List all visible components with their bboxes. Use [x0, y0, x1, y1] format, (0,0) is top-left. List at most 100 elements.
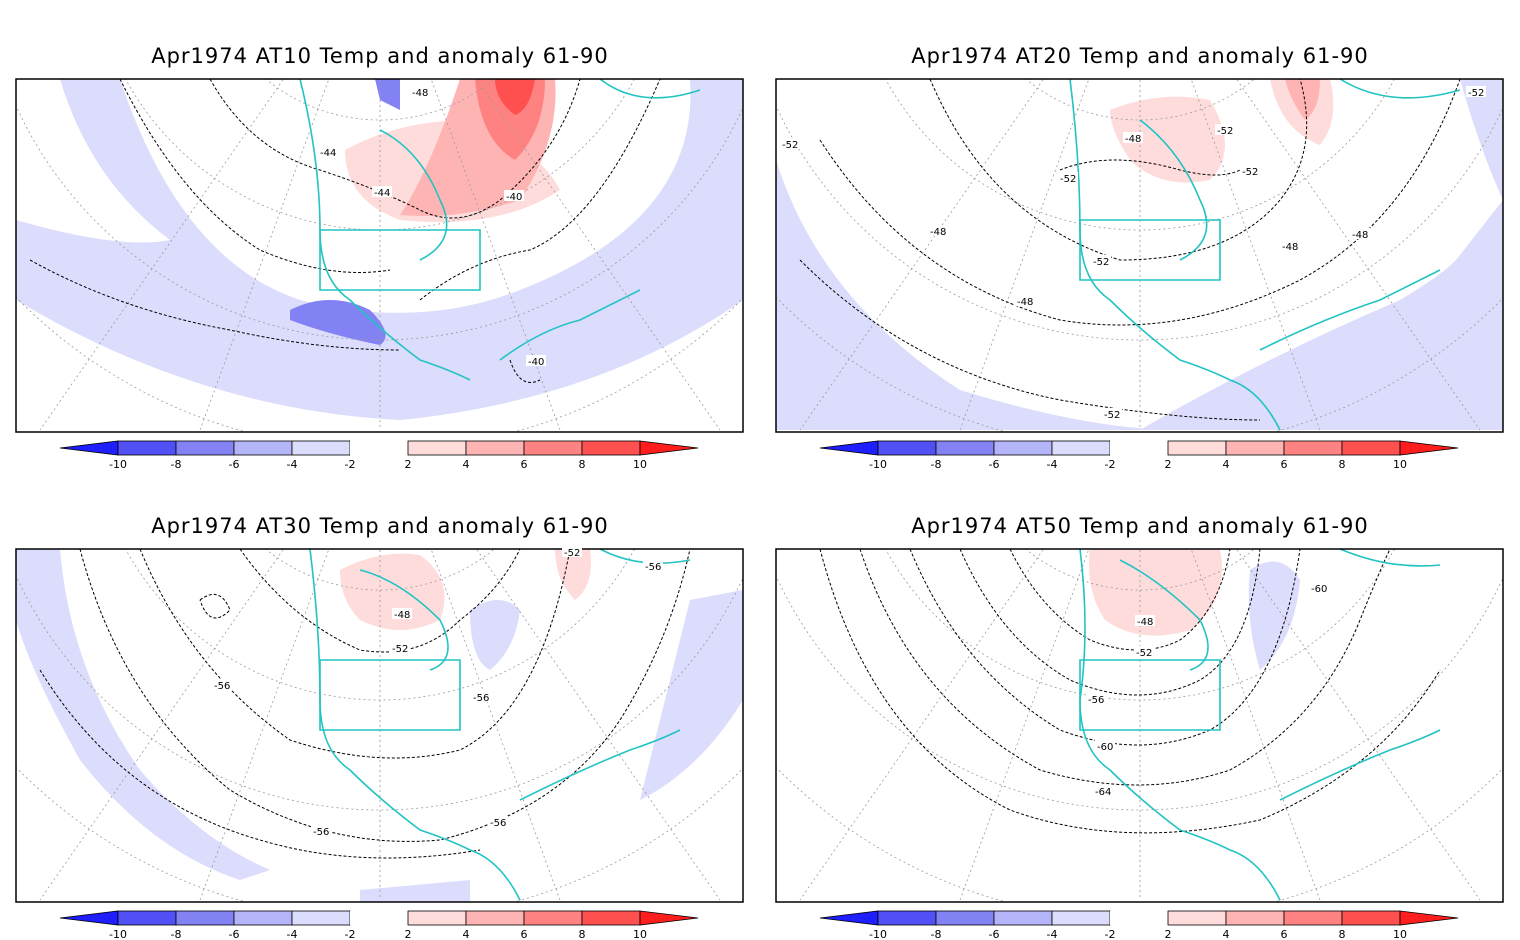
contour-label: -52	[1217, 126, 1233, 137]
contour-label: -52	[1468, 88, 1484, 99]
contour-label: -52	[564, 548, 580, 559]
anomaly-fill-neg	[375, 79, 400, 110]
colorbar-swatch	[465, 440, 525, 456]
contour-label: -40	[528, 357, 544, 368]
colorbar-swatch	[291, 910, 351, 926]
contour-label: -56	[1088, 695, 1104, 706]
contour-labels: -60 -48 -52 -56 -60 -64	[1086, 582, 1329, 798]
colorbar-tick-label: 2	[1165, 458, 1172, 470]
colorbar-tick-label: 2	[405, 928, 412, 940]
colorbar-swatch	[1341, 910, 1401, 926]
colorbar-tick-label: 10	[633, 928, 647, 940]
colorbar-tick-label: 6	[1281, 458, 1288, 470]
colorbar-tick-label: 8	[1339, 928, 1346, 940]
colorbar-tick-label: -2	[345, 928, 356, 940]
contour-label: -52	[1104, 410, 1120, 421]
anomaly-fill-neg	[16, 549, 270, 880]
colorbar-tick-label: -4	[287, 928, 298, 940]
colorbar: -10 -8 -6 -4 -2 2 4 6 8 10	[59, 910, 699, 940]
colorbar-swatch	[175, 910, 235, 926]
colorbar-tick-label: 10	[1393, 458, 1407, 470]
contour-label: -48	[394, 610, 410, 621]
colorbar-tick-label: 8	[579, 928, 586, 940]
anomaly-fill-neg	[470, 600, 520, 670]
contour-label: -60	[1311, 584, 1327, 595]
anomaly-fill-neg	[360, 880, 470, 902]
colorbar-tick-label: -8	[931, 928, 942, 940]
colorbar-tick-label: 4	[1223, 458, 1230, 470]
contour-label: -52	[392, 644, 408, 655]
colorbar-arrow-right	[1399, 910, 1459, 926]
contour-labels: -52 -56 -48 -52 -56 -56 -56 -56	[212, 546, 663, 838]
anomaly-fill-neg	[1248, 561, 1300, 670]
colorbar-swatch	[1110, 911, 1168, 925]
colorbar-tick-label: -6	[229, 458, 240, 470]
colorbar-swatch	[233, 440, 293, 456]
contour-label: -48	[1352, 230, 1368, 241]
anomaly-fill-neg	[640, 590, 743, 800]
colorbar-swatch	[1225, 440, 1285, 456]
contour-label: -52	[1060, 174, 1076, 185]
anomaly-fill-pos	[1089, 549, 1222, 636]
panel-title: Apr1974 AT30 Temp and anomaly 61-90	[151, 514, 609, 538]
colorbar-swatch	[1283, 910, 1343, 926]
contour-label: -60	[1097, 742, 1113, 753]
colorbar-swatch	[465, 910, 525, 926]
colorbar-tick-label: -8	[171, 928, 182, 940]
anomaly-fill-neg	[1140, 200, 1503, 430]
colorbar-swatch	[117, 910, 177, 926]
map-panel-at50: Apr1974 AT50 Temp and anomaly 61-90	[760, 470, 1520, 940]
map-frame	[775, 78, 1504, 433]
anomaly-fill-pos	[555, 549, 591, 600]
colorbar-tick-label: -8	[171, 458, 182, 470]
colorbar-tick-label: -2	[345, 458, 356, 470]
colorbar-swatch	[117, 440, 177, 456]
contour-label: -56	[473, 693, 489, 704]
colorbar-arrow-left	[819, 440, 879, 456]
colorbar-tick-label: 8	[1339, 458, 1346, 470]
colorbar-tick-label: 4	[463, 928, 470, 940]
map-svg: -60 -48 -52 -56 -60 -64 -10 -8 -6 -4 -2 2 4 6 8 1…	[775, 548, 1504, 940]
contour-label: -40	[506, 192, 522, 203]
colorbar-swatch	[407, 440, 467, 456]
colorbar-tick-label: 6	[521, 458, 528, 470]
colorbar-swatch	[523, 910, 583, 926]
contour-labels: -48 -52 -52 -52 -52 -48 -48 -52 -48 -48 …	[780, 86, 1486, 421]
colorbar-tick-label: -4	[287, 458, 298, 470]
anomaly-fill-pos	[340, 553, 445, 630]
contour-label: -48	[1282, 242, 1298, 253]
map-panel-at30: Apr1974 AT30 Temp and anomaly 61-90	[0, 470, 760, 940]
colorbar-tick-label: -6	[989, 928, 1000, 940]
contour-label: -56	[645, 562, 661, 573]
colorbar-arrow-left	[59, 910, 119, 926]
colorbar-tick-label: -6	[229, 928, 240, 940]
anomaly-fill-neg	[1460, 79, 1503, 200]
colorbar-swatch	[877, 440, 937, 456]
colorbar-tick-label: -10	[869, 928, 887, 940]
colorbar-tick-label: -2	[1105, 458, 1116, 470]
contour-label: -64	[1095, 787, 1111, 798]
colorbar-tick-label: -2	[1105, 928, 1116, 940]
colorbar-tick-label: 4	[463, 458, 470, 470]
colorbar-arrow-right	[639, 440, 699, 456]
contour-label: -56	[214, 681, 230, 692]
colorbar-tick-label: -4	[1047, 928, 1058, 940]
colorbar: -10 -8 -6 -4 -2 2 4 6 8 10	[59, 440, 699, 470]
colorbar-swatch	[407, 910, 467, 926]
colorbar-tick-label: -10	[109, 928, 127, 940]
contour-label: -48	[930, 227, 946, 238]
colorbar-swatch	[581, 440, 641, 456]
colorbar-swatch	[581, 910, 641, 926]
contour-label: -52	[782, 140, 798, 151]
colorbar-swatch	[175, 440, 235, 456]
colorbar-tick-label: -8	[931, 458, 942, 470]
colorbar-swatch	[233, 910, 293, 926]
map-panel-at20: Apr1974 AT20 Temp and anomaly 61-90	[760, 0, 1520, 470]
colorbar-swatch	[350, 911, 408, 925]
colorbar-tick-label: -6	[989, 458, 1000, 470]
panel-title: Apr1974 AT20 Temp and anomaly 61-90	[911, 44, 1369, 68]
colorbar-tick-label: -10	[109, 458, 127, 470]
colorbar-swatch	[1051, 910, 1111, 926]
map-frame	[775, 548, 1504, 903]
colorbar-swatch	[1051, 440, 1111, 456]
